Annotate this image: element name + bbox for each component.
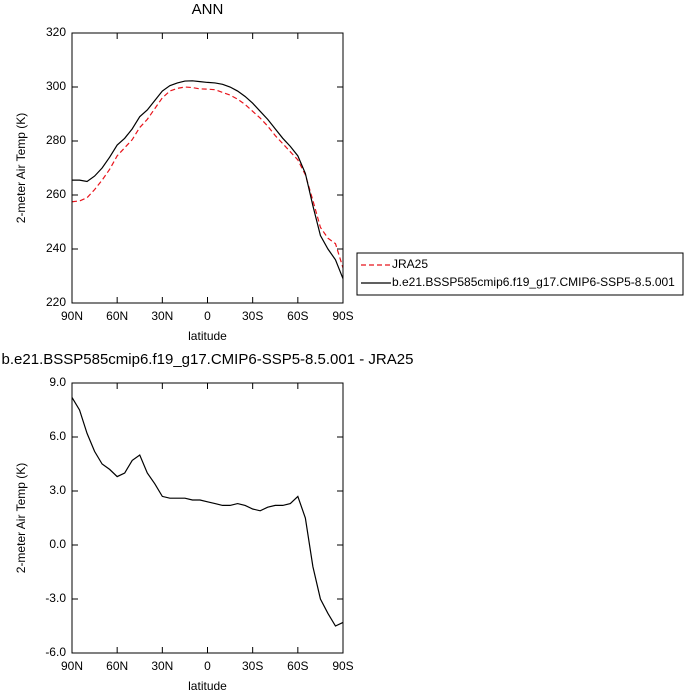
x-tick-label: 60S bbox=[287, 659, 308, 673]
x-tick-label: 90N bbox=[61, 659, 83, 673]
x-tick-label: 30S bbox=[242, 659, 263, 673]
y-tick-label: 3.0 bbox=[49, 483, 66, 497]
x-tick-label: 90S bbox=[332, 309, 353, 323]
x-tick-label: 60N bbox=[106, 309, 128, 323]
y-tick-label: 260 bbox=[46, 187, 66, 201]
x-tick-label: 30N bbox=[151, 309, 173, 323]
y-tick-label: 240 bbox=[46, 241, 66, 255]
chart-title: ANN bbox=[192, 1, 224, 18]
data-line bbox=[71, 397, 344, 627]
y-tick-label: 300 bbox=[46, 79, 66, 93]
x-tick-label: 30N bbox=[151, 659, 173, 673]
x-tick-label: 0 bbox=[204, 659, 211, 673]
y-axis-label: 2-meter Air Temp (K) bbox=[14, 113, 28, 223]
x-axis-label: latitude bbox=[188, 679, 227, 693]
x-tick-label: 60S bbox=[287, 309, 308, 323]
legend-box bbox=[356, 252, 684, 296]
legend-label: JRA25 bbox=[392, 257, 428, 271]
x-tick-label: 0 bbox=[204, 309, 211, 323]
y-tick-label: -3.0 bbox=[45, 591, 66, 605]
plot-frame bbox=[71, 32, 344, 304]
x-tick-label: 90S bbox=[332, 659, 353, 673]
data-line bbox=[71, 86, 344, 269]
y-axis-label: 2-meter Air Temp (K) bbox=[14, 463, 28, 573]
data-line bbox=[72, 80, 344, 279]
y-tick-label: -6.0 bbox=[45, 645, 66, 659]
chart-title: b.e21.BSSP585cmip6.f19_g17.CMIP6-SSP5-8.… bbox=[2, 351, 414, 368]
plot-frame bbox=[71, 382, 344, 654]
y-tick-label: 9.0 bbox=[49, 375, 66, 389]
y-tick-label: 280 bbox=[46, 133, 66, 147]
x-tick-label: 60N bbox=[106, 659, 128, 673]
y-tick-label: 220 bbox=[46, 295, 66, 309]
x-tick-label: 90N bbox=[61, 309, 83, 323]
x-axis-label: latitude bbox=[188, 329, 227, 343]
y-tick-label: 0.0 bbox=[49, 537, 66, 551]
y-tick-label: 320 bbox=[46, 25, 66, 39]
x-tick-label: 30S bbox=[242, 309, 263, 323]
legend-label: b.e21.BSSP585cmip6.f19_g17.CMIP6-SSP5-8.… bbox=[392, 275, 675, 289]
y-tick-label: 6.0 bbox=[49, 429, 66, 443]
